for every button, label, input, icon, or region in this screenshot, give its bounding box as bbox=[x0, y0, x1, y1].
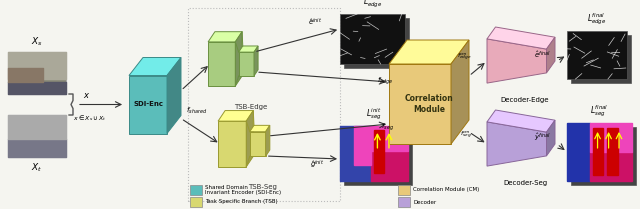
Polygon shape bbox=[547, 120, 555, 156]
Text: TSB-Edge: TSB-Edge bbox=[234, 104, 268, 110]
Text: $\hat{y}^{final}$: $\hat{y}^{final}$ bbox=[534, 132, 551, 144]
Polygon shape bbox=[340, 126, 408, 181]
Polygon shape bbox=[398, 197, 410, 207]
Polygon shape bbox=[389, 40, 469, 64]
Text: $f_{seg}^{cm}$: $f_{seg}^{cm}$ bbox=[460, 129, 472, 139]
Polygon shape bbox=[371, 151, 408, 181]
Polygon shape bbox=[571, 127, 636, 185]
Polygon shape bbox=[239, 52, 254, 76]
Polygon shape bbox=[250, 132, 266, 156]
Polygon shape bbox=[589, 123, 632, 152]
Polygon shape bbox=[218, 111, 253, 121]
Polygon shape bbox=[487, 27, 555, 49]
Text: Task Specific Branch (TSB): Task Specific Branch (TSB) bbox=[205, 200, 278, 204]
Text: $x \in X_s \cup X_t$: $x \in X_s \cup X_t$ bbox=[73, 113, 107, 124]
Text: SDI-Enc: SDI-Enc bbox=[133, 102, 163, 107]
Polygon shape bbox=[487, 39, 547, 83]
Polygon shape bbox=[593, 128, 603, 175]
Text: Shared Domain
Invariant Encoder (SDI-Enc): Shared Domain Invariant Encoder (SDI-Enc… bbox=[205, 185, 281, 195]
Text: Correlation
Module: Correlation Module bbox=[404, 94, 453, 114]
Polygon shape bbox=[487, 122, 547, 166]
Polygon shape bbox=[567, 31, 627, 79]
Polygon shape bbox=[208, 42, 236, 86]
Polygon shape bbox=[398, 185, 410, 195]
Text: Decoder-Edge: Decoder-Edge bbox=[500, 97, 549, 103]
Text: $L_{seg}^{final}$: $L_{seg}^{final}$ bbox=[590, 103, 609, 119]
Polygon shape bbox=[451, 40, 469, 144]
Polygon shape bbox=[374, 130, 384, 173]
Polygon shape bbox=[547, 37, 555, 73]
Text: $f_{shared}$: $f_{shared}$ bbox=[186, 105, 207, 116]
Text: $f_{edge}^{cm}$: $f_{edge}^{cm}$ bbox=[457, 51, 472, 62]
Text: Decoder-Seg: Decoder-Seg bbox=[503, 180, 547, 186]
Text: $X_t$: $X_t$ bbox=[31, 161, 43, 173]
Text: $\hat{e}^{init}$: $\hat{e}^{init}$ bbox=[308, 16, 322, 27]
Polygon shape bbox=[340, 14, 405, 64]
Polygon shape bbox=[8, 52, 66, 94]
Polygon shape bbox=[190, 185, 202, 195]
Polygon shape bbox=[487, 110, 555, 132]
Polygon shape bbox=[389, 64, 451, 144]
Polygon shape bbox=[129, 57, 181, 75]
Polygon shape bbox=[589, 152, 632, 181]
Text: $L_{seg}^{init}$: $L_{seg}^{init}$ bbox=[366, 107, 382, 122]
Text: $X_s$: $X_s$ bbox=[31, 36, 43, 48]
Polygon shape bbox=[344, 18, 409, 68]
Text: $f_{seg}$: $f_{seg}$ bbox=[381, 121, 394, 133]
Text: $f_{edge}$: $f_{edge}$ bbox=[377, 75, 393, 87]
Polygon shape bbox=[254, 46, 258, 76]
Polygon shape bbox=[340, 126, 371, 181]
Polygon shape bbox=[129, 75, 167, 134]
Polygon shape bbox=[571, 35, 631, 83]
Polygon shape bbox=[239, 46, 258, 52]
Polygon shape bbox=[236, 32, 242, 86]
Polygon shape bbox=[250, 125, 270, 132]
Polygon shape bbox=[190, 197, 202, 207]
Text: Correlation Module (CM): Correlation Module (CM) bbox=[413, 187, 479, 192]
Polygon shape bbox=[607, 128, 618, 175]
Polygon shape bbox=[246, 111, 253, 167]
Text: $\hat{g}^{init}$: $\hat{g}^{init}$ bbox=[310, 158, 324, 171]
Text: $x$: $x$ bbox=[83, 92, 90, 101]
Text: $\hat{e}^{final}$: $\hat{e}^{final}$ bbox=[534, 49, 551, 61]
Text: Decoder: Decoder bbox=[413, 200, 436, 204]
Polygon shape bbox=[354, 126, 371, 164]
Polygon shape bbox=[567, 123, 589, 181]
Polygon shape bbox=[208, 32, 242, 42]
Polygon shape bbox=[8, 115, 66, 157]
Polygon shape bbox=[218, 121, 246, 167]
Text: TSB-Seg: TSB-Seg bbox=[248, 184, 276, 190]
Polygon shape bbox=[567, 123, 632, 181]
Polygon shape bbox=[344, 130, 412, 185]
Text: $L_{edge}^{final}$: $L_{edge}^{final}$ bbox=[588, 11, 607, 27]
Polygon shape bbox=[371, 126, 408, 151]
Text: $L_{edge}^{init}$: $L_{edge}^{init}$ bbox=[363, 0, 382, 10]
Polygon shape bbox=[167, 57, 181, 134]
Polygon shape bbox=[266, 125, 270, 156]
